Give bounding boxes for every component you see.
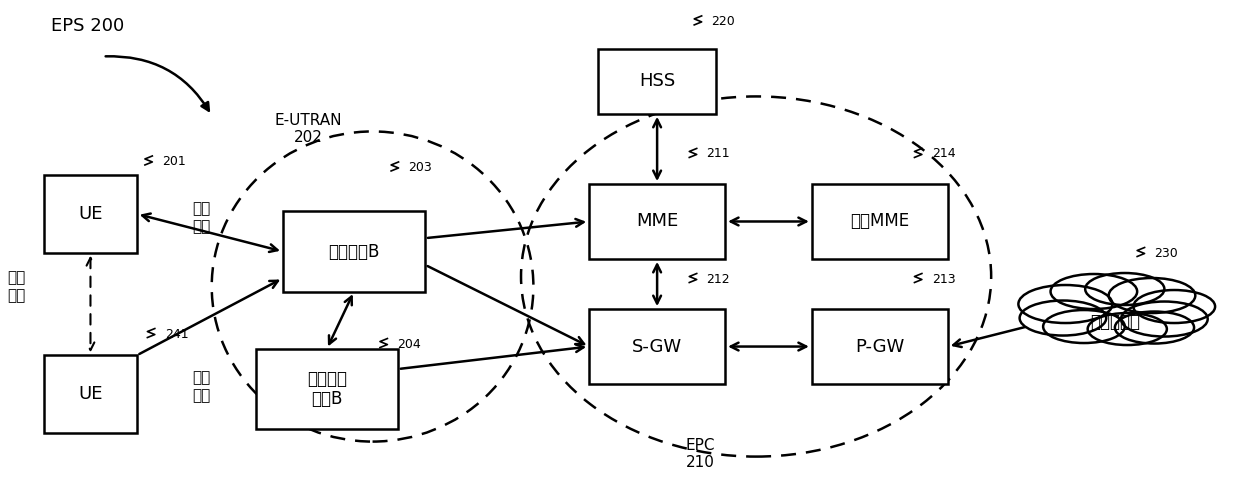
Text: 203: 203 (408, 161, 433, 174)
Circle shape (1109, 278, 1195, 313)
Text: 220: 220 (712, 15, 735, 28)
Text: HSS: HSS (639, 72, 676, 91)
Text: E-UTRAN
202: E-UTRAN 202 (274, 113, 342, 145)
Circle shape (1018, 285, 1112, 323)
Text: UE: UE (78, 205, 103, 223)
FancyBboxPatch shape (589, 184, 725, 259)
Text: P-GW: P-GW (856, 338, 904, 356)
Circle shape (1019, 300, 1106, 336)
Text: 230: 230 (1154, 246, 1178, 260)
Text: 201: 201 (162, 155, 186, 168)
Text: MME: MME (636, 212, 678, 230)
FancyBboxPatch shape (45, 355, 136, 433)
FancyBboxPatch shape (812, 309, 947, 384)
FancyBboxPatch shape (599, 49, 715, 114)
Text: 213: 213 (931, 273, 955, 286)
Circle shape (1087, 313, 1167, 345)
Text: 212: 212 (707, 273, 730, 286)
Circle shape (1115, 311, 1194, 344)
FancyBboxPatch shape (812, 184, 947, 259)
Text: 其它MME: 其它MME (851, 212, 909, 230)
Text: 演进节点B: 演进节点B (329, 242, 379, 261)
Text: 第三
链路: 第三 链路 (7, 270, 25, 303)
Text: UE: UE (78, 385, 103, 403)
Circle shape (1050, 274, 1137, 309)
Circle shape (1043, 310, 1125, 343)
FancyBboxPatch shape (45, 175, 136, 253)
Circle shape (1133, 290, 1215, 323)
Circle shape (1121, 301, 1208, 337)
Text: 第一
链路: 第一 链路 (192, 201, 211, 234)
Text: 241: 241 (165, 327, 188, 341)
Text: 其它演进
节点B: 其它演进 节点B (306, 370, 347, 408)
Circle shape (1085, 273, 1164, 305)
Text: 因特网服务: 因特网服务 (1090, 312, 1140, 330)
FancyBboxPatch shape (589, 309, 725, 384)
Text: 204: 204 (397, 338, 422, 351)
Text: EPC
210: EPC 210 (686, 438, 715, 470)
FancyBboxPatch shape (255, 349, 398, 429)
FancyBboxPatch shape (283, 211, 425, 292)
Text: 第二
链路: 第二 链路 (192, 370, 211, 403)
Text: 211: 211 (707, 147, 730, 160)
Text: EPS 200: EPS 200 (51, 18, 124, 35)
Text: S-GW: S-GW (632, 338, 682, 356)
Text: 214: 214 (931, 147, 955, 160)
